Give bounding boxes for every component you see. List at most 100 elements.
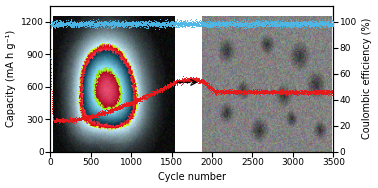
- Point: [125, 102, 132, 105]
- Point: [184, 79, 190, 82]
- Point: [211, 22, 217, 25]
- Point: [184, 25, 191, 28]
- Point: [250, 91, 256, 94]
- Point: [310, 22, 316, 25]
- Point: [266, 22, 273, 25]
- Point: [242, 90, 248, 93]
- Point: [212, 23, 218, 26]
- Point: [214, 23, 220, 26]
- Point: [312, 22, 318, 25]
- Point: [96, 111, 102, 114]
- Point: [127, 101, 133, 104]
- Point: [241, 92, 247, 95]
- Point: [297, 89, 303, 92]
- Point: [201, 82, 207, 85]
- Point: [198, 24, 204, 27]
- Point: [301, 22, 307, 25]
- Point: [52, 24, 58, 27]
- Point: [246, 90, 252, 93]
- Point: [70, 120, 76, 123]
- Point: [48, 74, 54, 77]
- Point: [104, 108, 110, 111]
- Point: [308, 91, 314, 94]
- Point: [135, 24, 141, 27]
- Point: [218, 90, 224, 93]
- Point: [280, 23, 286, 26]
- Point: [234, 21, 240, 24]
- Point: [263, 24, 270, 27]
- Point: [282, 20, 288, 23]
- Point: [246, 90, 252, 93]
- Point: [107, 108, 113, 111]
- Point: [115, 106, 121, 109]
- Point: [62, 120, 68, 123]
- Point: [175, 24, 181, 27]
- Point: [228, 27, 234, 30]
- Point: [247, 23, 253, 26]
- Point: [255, 90, 261, 93]
- Point: [248, 23, 254, 26]
- Point: [274, 24, 280, 27]
- Point: [158, 88, 164, 91]
- Point: [197, 24, 203, 27]
- Point: [287, 23, 293, 26]
- Point: [191, 78, 197, 81]
- Point: [110, 109, 116, 112]
- Point: [188, 77, 194, 80]
- Point: [233, 92, 239, 95]
- Point: [182, 19, 188, 22]
- Point: [328, 19, 334, 22]
- Point: [75, 25, 81, 28]
- Point: [270, 89, 276, 92]
- Point: [163, 22, 169, 25]
- Point: [181, 22, 187, 25]
- Point: [174, 22, 180, 25]
- Point: [69, 26, 75, 29]
- Point: [328, 91, 335, 94]
- Point: [296, 91, 302, 94]
- Point: [328, 92, 335, 95]
- Point: [63, 120, 69, 123]
- Point: [277, 21, 283, 24]
- Point: [314, 21, 320, 24]
- Point: [248, 24, 254, 27]
- Point: [286, 90, 292, 93]
- Point: [249, 21, 255, 24]
- Point: [130, 23, 136, 26]
- Point: [79, 116, 85, 119]
- Point: [224, 20, 230, 23]
- Point: [186, 23, 192, 26]
- Point: [191, 22, 197, 25]
- Point: [102, 19, 108, 22]
- Point: [162, 87, 168, 90]
- Point: [322, 90, 328, 93]
- Point: [153, 92, 159, 95]
- Point: [207, 85, 213, 88]
- Point: [200, 21, 206, 24]
- Point: [122, 23, 128, 26]
- Point: [231, 23, 237, 26]
- Point: [313, 27, 319, 30]
- Point: [191, 20, 197, 23]
- Point: [263, 22, 269, 25]
- Point: [206, 85, 212, 88]
- Point: [240, 24, 246, 27]
- Point: [107, 23, 113, 26]
- Point: [104, 26, 110, 29]
- Point: [222, 22, 228, 25]
- Point: [154, 23, 160, 26]
- Point: [268, 24, 274, 27]
- Point: [176, 78, 182, 81]
- Point: [292, 90, 298, 93]
- Point: [67, 118, 73, 121]
- Point: [289, 89, 295, 92]
- Y-axis label: Coulombic efficiency (%): Coulombic efficiency (%): [363, 18, 372, 139]
- Point: [174, 22, 180, 25]
- Point: [183, 78, 189, 81]
- Point: [149, 20, 155, 23]
- Point: [126, 102, 132, 105]
- Point: [227, 24, 233, 27]
- Point: [80, 23, 86, 26]
- Point: [174, 82, 180, 85]
- Point: [99, 111, 105, 114]
